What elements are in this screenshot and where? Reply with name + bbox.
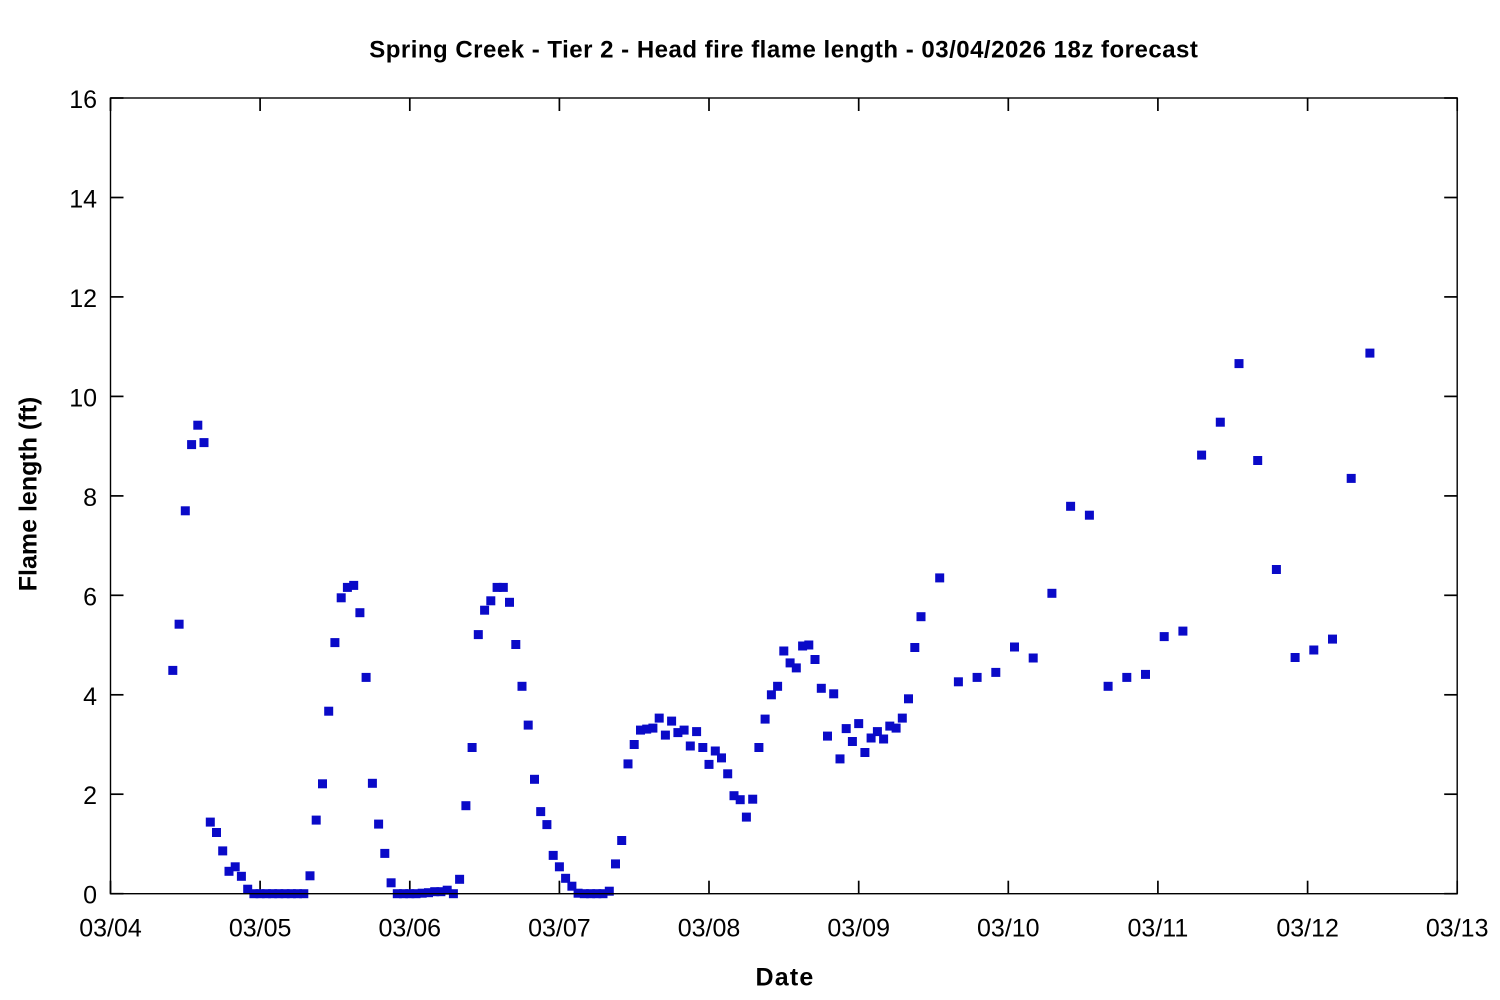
svg-text:12: 12 [69, 285, 97, 313]
svg-text:03/12: 03/12 [1276, 915, 1339, 943]
svg-text:16: 16 [69, 86, 97, 114]
svg-text:03/08: 03/08 [678, 915, 741, 943]
svg-text:6: 6 [83, 583, 97, 611]
svg-text:8: 8 [83, 484, 97, 512]
svg-text:14: 14 [69, 186, 97, 214]
svg-text:10: 10 [69, 384, 97, 412]
svg-text:03/05: 03/05 [229, 915, 292, 943]
svg-text:03/11: 03/11 [1128, 915, 1189, 943]
svg-text:2: 2 [83, 782, 97, 810]
svg-text:03/10: 03/10 [977, 915, 1040, 943]
svg-text:4: 4 [83, 683, 97, 711]
svg-text:03/13: 03/13 [1426, 915, 1489, 943]
svg-text:03/04: 03/04 [79, 915, 142, 943]
svg-text:Flame length (ft): Flame length (ft) [15, 397, 43, 591]
svg-text:03/09: 03/09 [827, 915, 890, 943]
svg-text:03/07: 03/07 [528, 915, 591, 943]
svg-text:03/06: 03/06 [379, 915, 442, 943]
svg-text:0: 0 [83, 882, 97, 910]
svg-text:Date: Date [756, 964, 815, 992]
svg-text:Spring Creek - Tier 2 - Head f: Spring Creek - Tier 2 - Head fire flame … [369, 36, 1198, 63]
